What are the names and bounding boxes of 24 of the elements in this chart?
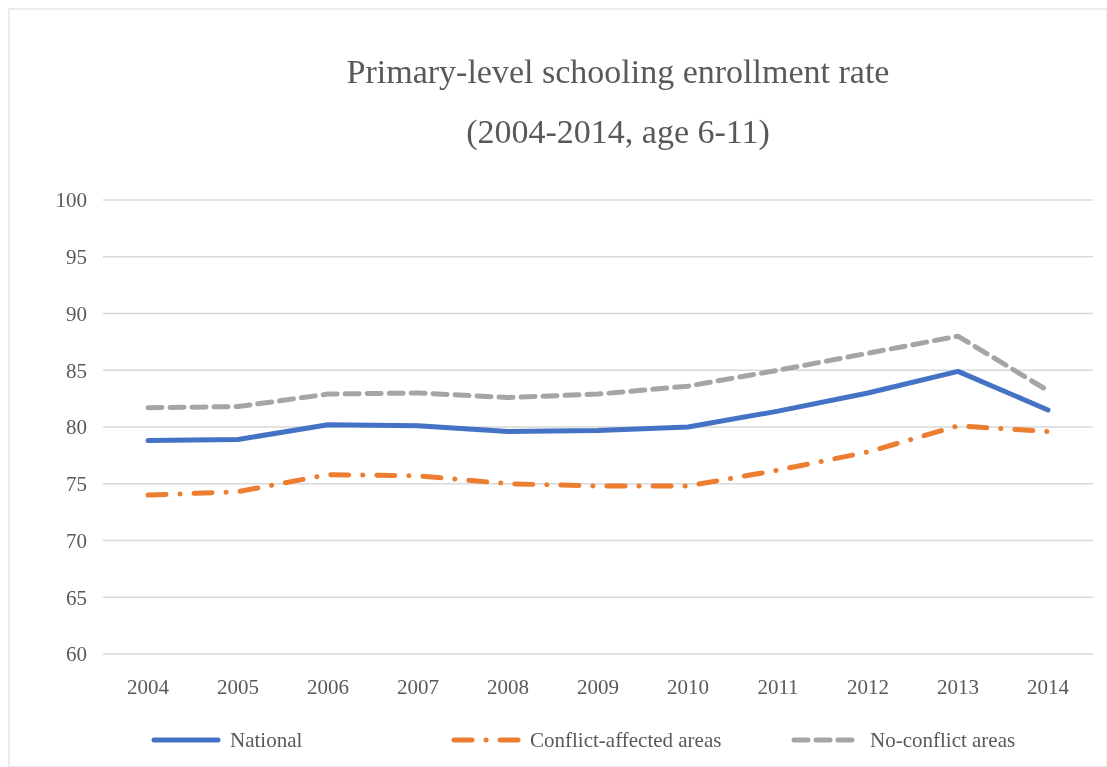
x-tick-label: 2011	[757, 675, 799, 699]
legend-label: No-conflict areas	[870, 728, 1016, 753]
x-tick-label: 2008	[487, 675, 529, 699]
y-tick-label: 65	[66, 585, 87, 610]
y-tick-label: 60	[66, 642, 87, 667]
y-tick-label: 70	[66, 528, 87, 553]
x-tick-label: 2005	[217, 675, 259, 699]
x-tick-label: 2006	[307, 675, 349, 699]
x-tick-label: 2014	[1027, 675, 1070, 699]
y-tick-label: 80	[66, 415, 87, 440]
x-tick-label: 2010	[667, 675, 709, 699]
x-tick-label: 2007	[397, 675, 439, 699]
x-tick-label: 2009	[577, 675, 619, 699]
x-tick-label: 2012	[847, 675, 889, 699]
y-tick-label: 100	[55, 188, 87, 213]
y-tick-label: 90	[66, 301, 87, 326]
legend-label: National	[230, 728, 303, 753]
y-tick-label: 75	[66, 472, 87, 497]
chart-title: Primary-level schooling enrollment rate (2004-2014, age 6-11)	[346, 53, 890, 151]
legend-label: Conflict-affected areas	[530, 728, 722, 753]
x-tick-label: 2004	[127, 675, 170, 699]
y-tick-label: 95	[66, 245, 87, 270]
x-tick-label: 2013	[937, 675, 979, 699]
y-tick-label: 85	[66, 358, 87, 383]
